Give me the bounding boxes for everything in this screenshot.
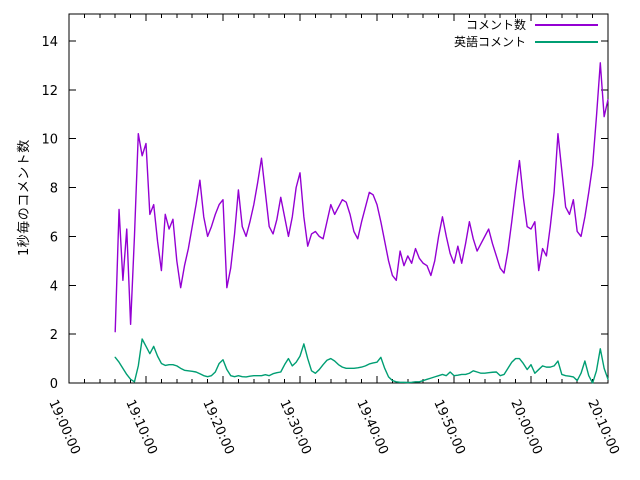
- y-tick-label: 8: [50, 182, 58, 197]
- x-tick-label: 19:00:00: [45, 398, 82, 457]
- x-tick-label: 19:20:00: [199, 398, 236, 457]
- x-tick-label: 19:30:00: [276, 398, 313, 457]
- y-tick-label: 6: [50, 230, 58, 245]
- plot-border: [68, 13, 609, 384]
- legend: コメント数 英語コメント: [454, 16, 598, 50]
- legend-label-english-comments: 英語コメント: [453, 35, 526, 49]
- y-tick-label: 12: [41, 84, 58, 99]
- y-tick-label: 10: [41, 133, 58, 148]
- y-axis-title: 1秒毎のコメント数: [17, 139, 32, 256]
- legend-line-sample-comment-count: [535, 23, 598, 26]
- legend-item-comment-count: コメント数: [454, 16, 598, 33]
- series-line-0: [114, 62, 609, 333]
- y-tick-label: 0: [50, 377, 58, 392]
- x-tick-label: 19:40:00: [353, 398, 390, 457]
- y-tick-label: 2: [50, 328, 58, 343]
- legend-label-comment-count: コメント数: [465, 18, 526, 32]
- series-line-1: [114, 338, 609, 384]
- x-tick-label: 19:10:00: [122, 398, 159, 457]
- y-tick-label: 14: [41, 35, 58, 50]
- x-tick-label: 20:00:00: [507, 398, 544, 457]
- x-tick-label: 19:50:00: [430, 398, 467, 457]
- x-tick-label: 20:10:00: [584, 398, 621, 457]
- y-tick-label: 4: [50, 279, 58, 294]
- legend-line-sample-english-comments: [535, 40, 598, 43]
- legend-item-english-comments: 英語コメント: [454, 33, 598, 50]
